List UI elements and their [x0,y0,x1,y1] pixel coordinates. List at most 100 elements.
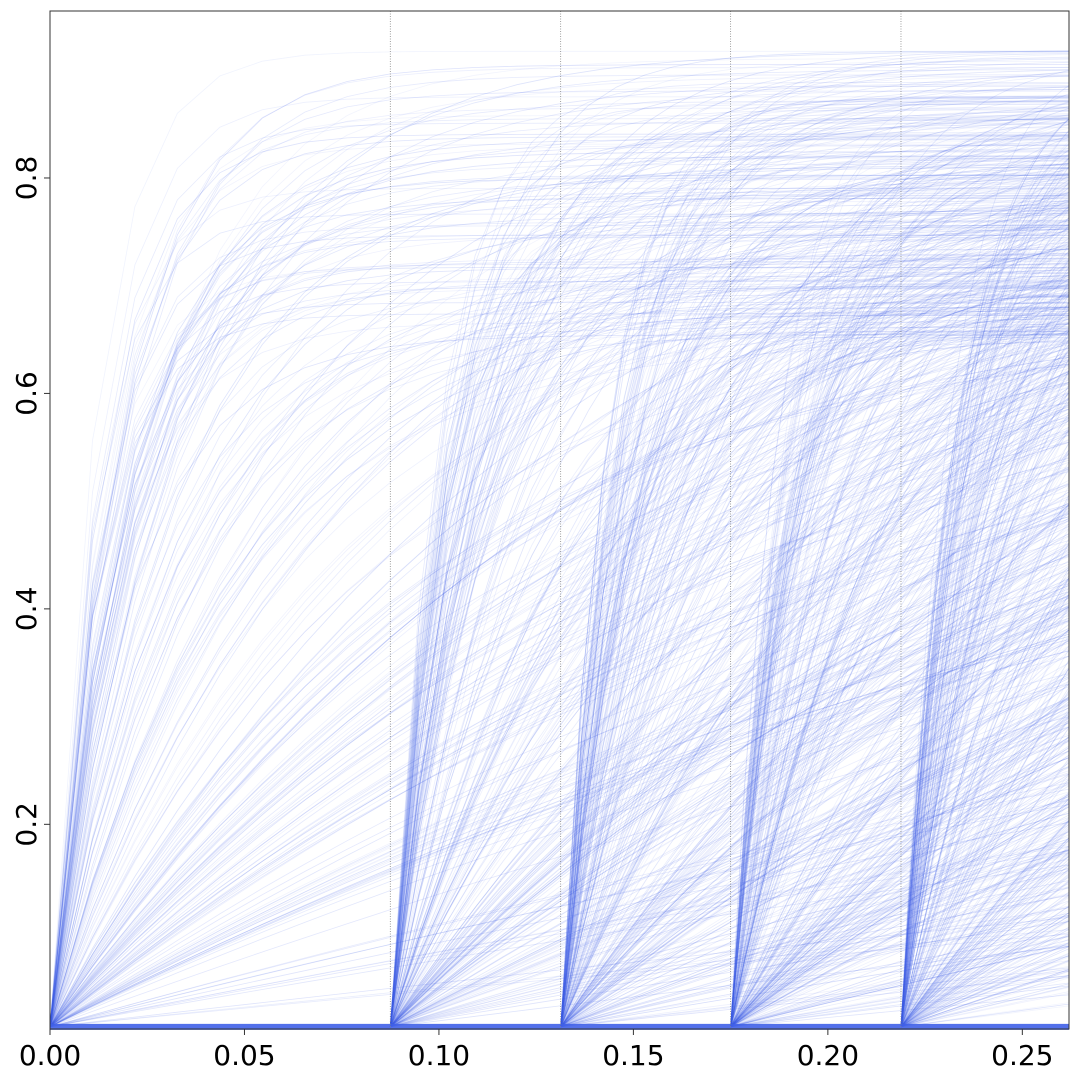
trajectory-line [390,547,1070,1028]
trajectory-line [900,130,1070,1027]
trajectory-line [900,85,1070,1027]
trajectory-line [49,850,1070,1028]
trajectory-line [560,892,1070,1028]
trajectory-line [730,935,1070,1028]
trajectory-line [49,340,1070,1028]
trajectory-line [560,204,1070,1027]
trajectory-line [900,956,1070,1028]
trajectory-line [900,205,1070,1027]
trajectory-line [900,715,1070,1027]
trajectory-line [560,887,1070,1028]
trajectory-line [730,146,1070,1027]
trajectory-line [49,281,1070,1027]
trajectory-line [900,305,1070,1027]
trajectory-line [730,747,1070,1028]
trajectory-line [390,655,1070,1028]
trajectory-line [389,399,1070,1028]
trajectory-line [390,841,1070,1028]
trajectory-line [49,683,1070,1028]
trajectory-line [730,603,1070,1027]
trajectory-line [389,275,1069,1027]
trajectory-line [900,430,1070,1027]
trajectory-line [900,328,1070,1027]
trajectory-line [560,181,1070,1027]
trajectory-line [560,114,1070,1027]
trajectory-line [390,813,1070,1028]
trajectory-line [730,372,1070,1027]
trajectory-line [900,942,1070,1028]
trajectory-line [390,945,1070,1028]
trajectory-line [49,74,1069,1027]
trajectory-line [900,840,1070,1028]
trajectory-line [49,505,1070,1028]
trajectory-line [730,974,1070,1028]
trajectory-line [49,287,1070,1027]
trajectory-line [730,162,1070,1027]
trajectory-line [560,201,1070,1027]
trajectory-line [560,295,1070,1027]
trajectory-line [389,189,1069,1027]
trajectory-line [389,272,1069,1027]
trajectory-line [389,496,1070,1028]
trajectory-line [900,449,1070,1027]
trajectory-line [560,528,1070,1028]
trajectory-line [560,867,1070,1028]
trajectory-line [560,242,1070,1027]
trajectory-line [730,599,1070,1028]
trajectory-line [900,196,1070,1027]
trajectory-line [900,894,1070,1028]
trajectory-line [560,97,1070,1027]
trajectory-line [49,206,1070,1027]
trajectory-line [900,273,1070,1027]
trajectory-line [560,111,1070,1027]
trajectory-line [560,627,1070,1028]
trajectory-line [900,179,1070,1027]
trajectory-line [730,125,1070,1027]
trajectory-line [560,648,1070,1028]
trajectory-line [49,137,1070,1027]
trajectory-line [900,442,1070,1027]
trajectory-line [730,416,1070,1027]
trajectory-line [900,820,1070,1028]
trajectory-line [900,303,1070,1027]
trajectory-line [49,341,1070,1027]
trajectory-line [49,224,1070,1027]
trajectory-line [49,235,1069,1027]
trajectory-line [900,369,1070,1027]
trajectory-line [900,727,1070,1027]
trajectory-line [730,314,1070,1027]
trajectory-line [390,628,1070,1028]
trajectory-line [560,270,1070,1027]
trajectory-line [900,294,1070,1027]
trajectory-line [390,858,1070,1028]
trajectory-line [900,391,1070,1027]
trajectory-line [389,342,1070,1027]
trajectory-line [560,549,1070,1028]
trajectory-line [560,278,1070,1027]
trajectory-line [730,163,1070,1027]
trajectory-line [389,510,1070,1028]
trajectory-line [560,484,1070,1027]
trajectory-line [49,377,1070,1028]
trajectory-line [900,635,1070,1027]
trajectory-line [390,784,1070,1028]
trajectory-line [900,948,1070,1028]
trajectory-line [560,331,1070,1027]
trajectory-line [560,704,1070,1028]
trajectory-line [560,629,1070,1028]
trajectory-line [389,265,1070,1027]
trajectory-line [900,237,1070,1027]
trajectory-line [49,204,1070,1027]
trajectory-line [900,218,1070,1027]
trajectory-line [390,542,1070,1028]
trajectory-line [560,330,1070,1027]
trajectory-line [900,182,1070,1027]
trajectory-line [730,921,1070,1028]
trajectory-line [390,563,1070,1028]
trajectory-line [49,218,1070,1027]
trajectory-line [560,279,1070,1027]
trajectory-line [389,207,1070,1027]
trajectory-line [49,58,1069,1027]
trajectory-line [389,434,1070,1028]
trajectory-line [560,831,1070,1028]
